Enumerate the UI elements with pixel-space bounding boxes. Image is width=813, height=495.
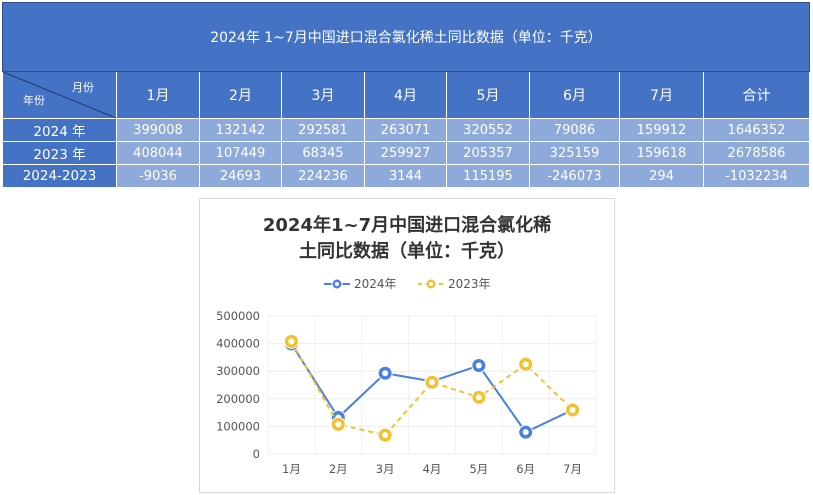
header-cell: 4月 bbox=[364, 71, 447, 119]
x-tick-label: 1月 bbox=[282, 462, 301, 476]
table-cell: 292581 bbox=[281, 118, 365, 142]
header-cell: 3月 bbox=[281, 71, 365, 119]
chart-title-line1: 2024年1~7月中国进口混合氯化稀 bbox=[263, 214, 551, 236]
corner-month-label: 月份 bbox=[72, 81, 94, 94]
header-cell: 2月 bbox=[199, 71, 282, 119]
table-cell: 107449 bbox=[199, 141, 282, 165]
y-tick-label: 300000 bbox=[216, 364, 260, 378]
data-point-center bbox=[429, 379, 435, 386]
table-cell: 3144 bbox=[364, 164, 447, 188]
header-cell: 6月 bbox=[529, 71, 620, 119]
chart-canvas: 2024年1~7月中国进口混合氯化稀 土同比数据（单位：千克） 2024年 202… bbox=[216, 214, 597, 476]
table-cell: -1032234 bbox=[703, 164, 810, 188]
data-point-center bbox=[522, 429, 529, 436]
table-cell: 263071 bbox=[364, 118, 447, 142]
table-cell: 1646352 bbox=[703, 118, 810, 142]
x-tick-label: 4月 bbox=[423, 462, 442, 476]
data-point-center bbox=[522, 361, 529, 368]
x-tick-label: 6月 bbox=[516, 462, 535, 476]
legend-label: 2024年 bbox=[354, 277, 397, 291]
table-cell: 325159 bbox=[529, 141, 620, 165]
corner-diagonal bbox=[3, 72, 116, 118]
x-tick-label: 2月 bbox=[329, 462, 348, 476]
line-chart: 2024年1~7月中国进口混合氯化稀 土同比数据（单位：千克） 2024年 202… bbox=[199, 198, 615, 493]
table-cell: 224236 bbox=[281, 164, 365, 188]
data-point-center bbox=[475, 394, 482, 401]
table-cell: 115195 bbox=[446, 164, 530, 188]
table-cell: 132142 bbox=[199, 118, 282, 142]
data-point-center bbox=[382, 370, 389, 377]
chart-title-line2: 土同比数据（单位：千克） bbox=[299, 240, 515, 262]
data-point-center bbox=[475, 362, 482, 369]
data-point-center bbox=[569, 406, 576, 413]
table-cell: 205357 bbox=[446, 141, 530, 165]
table-cell: 320552 bbox=[446, 118, 530, 142]
table-row: 2024-2023 -9036 24693 224236 3144 115195… bbox=[2, 164, 810, 188]
table-corner-cell: 月份 年份 bbox=[2, 71, 117, 119]
header-cell: 5月 bbox=[446, 71, 530, 119]
row-label: 2024 年 bbox=[2, 118, 117, 142]
chart-series bbox=[283, 333, 581, 443]
table-cell: 294 bbox=[619, 164, 704, 188]
table-cell: 79086 bbox=[529, 118, 620, 142]
y-tick-label: 200000 bbox=[216, 392, 260, 406]
data-point-center bbox=[288, 338, 295, 345]
y-tick-label: 0 bbox=[253, 447, 260, 461]
data-table: 2024年 1~7月中国进口混合氯化稀土同比数据（单位：千克） 月份 年份 1月… bbox=[2, 2, 810, 188]
x-tick-label: 5月 bbox=[469, 462, 488, 476]
data-point-center bbox=[335, 421, 342, 428]
legend-marker-center bbox=[429, 282, 433, 286]
table-title: 2024年 1~7月中国进口混合氯化稀土同比数据（单位：千克） bbox=[2, 2, 810, 72]
table-cell: 399008 bbox=[116, 118, 200, 142]
chart-legend: 2024年 2023年 bbox=[324, 277, 491, 291]
x-tick-label: 3月 bbox=[376, 462, 395, 476]
table-cell: -246073 bbox=[529, 164, 620, 188]
table-row: 2023 年 408044 107449 68345 259927 205357… bbox=[2, 141, 810, 165]
row-label: 2024-2023 bbox=[2, 164, 117, 188]
table-cell: 2678586 bbox=[703, 141, 810, 165]
data-point-center bbox=[382, 432, 389, 439]
y-tick-label: 100000 bbox=[216, 419, 260, 433]
legend-marker-center bbox=[335, 282, 339, 286]
header-cell: 合计 bbox=[703, 71, 810, 119]
chart-grid bbox=[267, 315, 597, 455]
row-label: 2023 年 bbox=[2, 141, 117, 165]
table-cell: 408044 bbox=[116, 141, 200, 165]
chart-axes: 0 100000 200000 300000 400000 500000 1月 2月 3月 4月 5… bbox=[216, 309, 582, 476]
table-cell: 24693 bbox=[199, 164, 282, 188]
corner-year-label: 年份 bbox=[23, 94, 45, 107]
header-cell: 1月 bbox=[116, 71, 200, 119]
legend-label: 2023年 bbox=[448, 277, 491, 291]
table-row: 2024 年 399008 132142 292581 263071 32055… bbox=[2, 118, 810, 142]
table-cell: 159912 bbox=[619, 118, 704, 142]
table-cell: 68345 bbox=[281, 141, 365, 165]
table-cell: 259927 bbox=[364, 141, 447, 165]
y-tick-label: 400000 bbox=[216, 337, 260, 351]
table-header-row: 月份 年份 1月 2月 3月 4月 5月 6月 7月 合计 bbox=[2, 71, 810, 119]
table-cell: 159618 bbox=[619, 141, 704, 165]
table-cell: -9036 bbox=[116, 164, 200, 188]
header-cell: 7月 bbox=[619, 71, 704, 119]
y-tick-label: 500000 bbox=[216, 309, 260, 323]
x-tick-label: 7月 bbox=[563, 462, 582, 476]
